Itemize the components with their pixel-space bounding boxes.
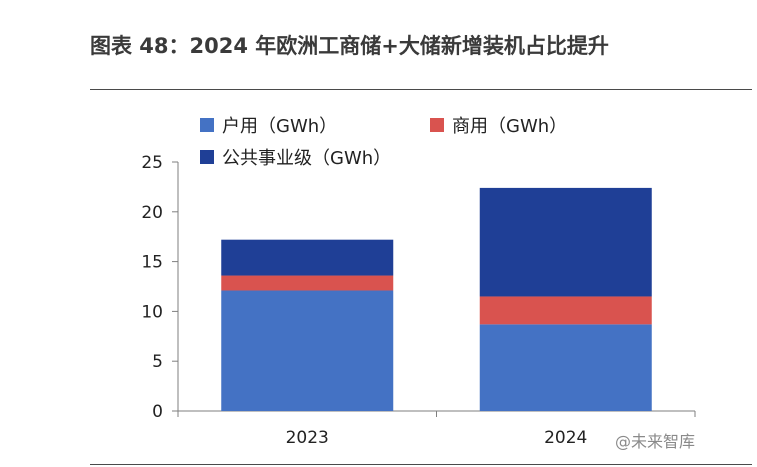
- bar-2023-series-2: [221, 239, 394, 276]
- bar-area: [221, 187, 652, 411]
- bar-2024-series-1: [479, 296, 652, 325]
- legend-label-0: 户用（GWh）: [222, 116, 337, 137]
- legend-label-2: 公共事业级（GWh）: [222, 148, 391, 169]
- x-tick-label-2024: 2024: [544, 428, 587, 448]
- legend-swatch-1: [430, 118, 444, 132]
- y-tick-label-25: 25: [141, 153, 163, 173]
- chart-title: 图表 48：2024 年欧洲工商储+大储新增装机占比提升: [90, 34, 609, 58]
- legend-label-1: 商用（GWh）: [452, 116, 567, 137]
- bar-2023-series-1: [221, 275, 394, 291]
- y-tick-label-15: 15: [141, 253, 163, 273]
- y-tick-label-10: 10: [141, 302, 163, 322]
- bottom-divider: [90, 464, 752, 465]
- bar-2024-series-2: [479, 187, 652, 297]
- y-tick-label-5: 5: [152, 352, 163, 372]
- y-tick-label-0: 0: [152, 402, 163, 422]
- legend-swatch-0: [200, 118, 214, 132]
- legend: 户用（GWh） 商用（GWh） 公共事业级（GWh）: [200, 116, 567, 169]
- y-axis: 0 5 10 15 20 25: [141, 153, 179, 422]
- watermark: @未来智库: [615, 432, 696, 451]
- bar-2024-series-0: [479, 324, 652, 411]
- bar-2023-series-0: [221, 290, 394, 411]
- x-tick-label-2023: 2023: [286, 428, 329, 448]
- top-divider: [90, 89, 752, 90]
- y-tick-label-20: 20: [141, 203, 163, 223]
- legend-swatch-2: [200, 150, 214, 164]
